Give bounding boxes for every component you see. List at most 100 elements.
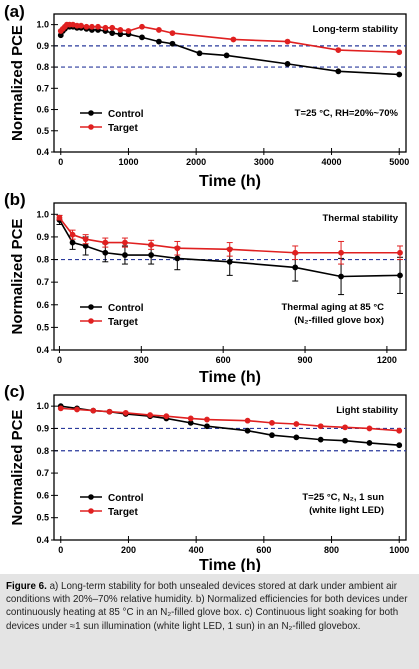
series-line-target — [60, 407, 400, 432]
annotation-text: (white light LED) — [309, 505, 384, 516]
x-tick-label: 2000 — [186, 157, 206, 167]
legend-swatch-marker — [88, 318, 94, 324]
caption-text: a) Long-term stability for both unsealed… — [6, 581, 408, 632]
caption-label: Figure 6. — [6, 581, 47, 592]
legend-label: Target — [108, 123, 138, 134]
y-tick-label: 1.0 — [36, 209, 49, 219]
data-point-target — [69, 231, 76, 238]
y-tick-label: 0.9 — [36, 41, 49, 51]
panel-label: (c) — [4, 382, 25, 401]
x-tick-label: 1200 — [377, 355, 397, 365]
data-point-control — [156, 38, 162, 45]
data-point-target — [148, 241, 155, 248]
data-point-target — [89, 23, 95, 30]
data-point-target — [284, 38, 291, 45]
x-axis-label: Time (h) — [199, 173, 261, 190]
data-point-control — [102, 249, 109, 256]
data-point-target — [169, 30, 176, 37]
plot-frame — [53, 394, 407, 541]
data-point-control — [196, 50, 203, 57]
data-point-control — [169, 40, 176, 47]
data-point-target — [269, 419, 275, 426]
data-point-control — [139, 34, 145, 41]
y-tick-label: 0.7 — [36, 468, 49, 478]
x-tick-label: 400 — [189, 545, 204, 555]
plot-frame — [53, 202, 407, 351]
data-point-target — [226, 246, 233, 253]
x-axis-label: Time (h) — [199, 369, 261, 386]
data-point-target — [95, 23, 101, 30]
data-point-target — [122, 409, 129, 416]
x-tick-label: 0 — [58, 157, 63, 167]
data-point-target — [187, 415, 194, 422]
x-tick-label: 0 — [58, 545, 63, 555]
data-point-control — [293, 434, 300, 441]
data-point-target — [204, 416, 210, 423]
data-point-control — [396, 442, 403, 449]
y-tick-label: 0.8 — [36, 446, 49, 456]
data-point-control — [269, 432, 275, 439]
data-point-target — [122, 239, 128, 246]
data-point-target — [396, 427, 403, 434]
y-tick-label: 0.7 — [36, 83, 49, 93]
y-tick-label: 0.4 — [36, 345, 49, 355]
data-point-control — [284, 60, 291, 67]
data-point-target — [396, 49, 403, 56]
y-tick-label: 0.8 — [36, 255, 49, 265]
y-axis-label: Normalized PCE — [9, 410, 26, 526]
y-tick-label: 0.8 — [36, 62, 49, 72]
data-point-control — [148, 252, 155, 258]
data-point-target — [57, 405, 64, 412]
data-point-control — [396, 71, 403, 78]
annotation-text: (N₂-filled glove box) — [294, 315, 384, 326]
figure-caption: Figure 6. a) Long-term stability for bot… — [0, 574, 419, 669]
chart-title: Light stability — [336, 405, 398, 416]
x-tick-label: 1000 — [118, 157, 138, 167]
data-point-target — [102, 24, 109, 31]
data-point-control — [174, 255, 181, 262]
data-point-target — [317, 423, 324, 430]
x-tick-label: 3000 — [254, 157, 274, 167]
data-point-target — [156, 27, 162, 33]
y-tick-label: 0.6 — [36, 490, 49, 500]
data-point-control — [109, 30, 116, 37]
x-tick-label: 0 — [57, 355, 62, 365]
data-point-target — [139, 23, 145, 30]
data-point-target — [338, 249, 344, 256]
legend-label: Target — [108, 507, 138, 518]
data-point-control — [342, 437, 348, 444]
legend-label: Control — [108, 109, 144, 120]
data-point-control — [226, 258, 233, 265]
data-point-target — [397, 249, 403, 256]
data-point-target — [292, 249, 299, 256]
legend-swatch-marker — [88, 494, 94, 500]
data-point-target — [335, 47, 342, 53]
data-point-target — [117, 27, 124, 33]
y-tick-label: 0.4 — [36, 147, 49, 157]
plot-frame — [53, 13, 407, 153]
data-point-target — [74, 406, 80, 413]
x-tick-label: 800 — [324, 545, 339, 555]
data-point-control — [397, 272, 403, 279]
data-point-control — [122, 252, 128, 258]
data-point-target — [109, 24, 116, 31]
y-tick-label: 0.6 — [36, 105, 49, 115]
legend-swatch-marker — [88, 124, 94, 130]
data-point-target — [342, 424, 348, 431]
y-tick-label: 0.7 — [36, 277, 49, 287]
data-point-control — [335, 68, 342, 75]
legend-label: Control — [108, 493, 144, 504]
panel-label: (b) — [4, 190, 26, 209]
x-tick-label: 5000 — [389, 157, 409, 167]
data-point-control — [317, 436, 324, 443]
data-point-control — [366, 440, 373, 446]
data-point-target — [125, 28, 132, 34]
legend-swatch-marker — [88, 508, 94, 514]
figure: 0.40.50.60.70.80.91.00 1000 2000 3000 4000 50… — [4, 2, 409, 572]
annotation-text: T=25 °C, RH=20%~70% — [295, 108, 399, 119]
chart-panel-1: 0.4 0.5 0.6 0.7 0.8 0.9 1.0 0 1000 2000 3000 4000 50… — [4, 2, 409, 190]
data-point-target — [293, 421, 300, 427]
x-tick-label: 4000 — [322, 157, 342, 167]
y-tick-label: 0.6 — [36, 300, 49, 310]
data-point-target — [163, 413, 170, 420]
